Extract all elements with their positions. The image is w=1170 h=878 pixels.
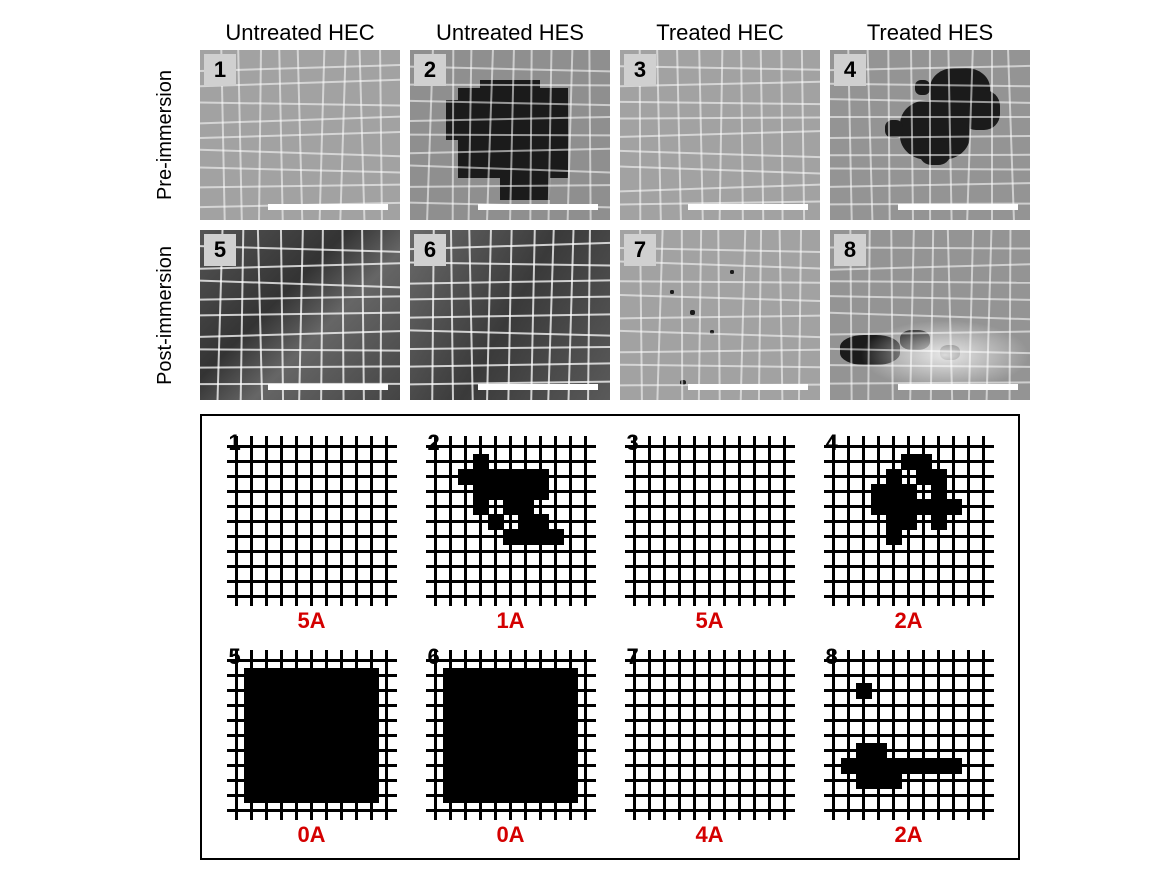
- schematic-grid-2: 2: [426, 436, 596, 606]
- panel-number-badge: 1: [204, 54, 236, 86]
- scale-bar: [688, 204, 808, 210]
- micrograph-panel-4: 4: [830, 50, 1030, 220]
- grid-number: 6: [428, 644, 440, 670]
- diagram-row-top: 1 5A 2 1A 3 5A 4 2A: [212, 436, 1008, 634]
- schematic-grid-6: 6: [426, 650, 596, 820]
- col-header-4: Treated HES: [830, 20, 1030, 46]
- micrograph-panel-1: 1: [200, 50, 400, 220]
- schematic-grid-3: 3: [625, 436, 795, 606]
- micrograph-panel-2: 2: [410, 50, 610, 220]
- row-label-post: Post-immersion: [154, 246, 177, 385]
- panel-row-pre: Pre-immersion 1 2 3 4: [140, 50, 1030, 220]
- diagram-row-bottom: 5 0A 6 0A 7 4A 8 2A: [212, 650, 1008, 848]
- grid-number: 3: [627, 430, 639, 456]
- scale-bar: [898, 384, 1018, 390]
- rating-label: 5A: [695, 608, 723, 634]
- panel-number-badge: 2: [414, 54, 446, 86]
- grid-number: 4: [826, 430, 838, 456]
- panel-number-badge: 5: [204, 234, 236, 266]
- panel-number-badge: 6: [414, 234, 446, 266]
- rating-label: 2A: [894, 822, 922, 848]
- rating-label: 0A: [297, 822, 325, 848]
- schematic-grid-5: 5: [227, 650, 397, 820]
- micrograph-panel-5: 5: [200, 230, 400, 400]
- diagram-cell: 4 2A: [824, 436, 994, 634]
- grid-number: 1: [229, 430, 241, 456]
- scale-bar: [268, 384, 388, 390]
- diagram-cell: 3 5A: [625, 436, 795, 634]
- scale-bar: [688, 384, 808, 390]
- diagram-cell: 7 4A: [625, 650, 795, 848]
- panel-number-badge: 7: [624, 234, 656, 266]
- micrograph-panel-6: 6: [410, 230, 610, 400]
- diagram-cell: 5 0A: [227, 650, 397, 848]
- panel-row-post: Post-immersion 5 6 7 8: [140, 230, 1030, 400]
- grid-number: 2: [428, 430, 440, 456]
- rating-label: 5A: [297, 608, 325, 634]
- panel-number-badge: 3: [624, 54, 656, 86]
- diagram-cell: 2 1A: [426, 436, 596, 634]
- schematic-diagram-box: 1 5A 2 1A 3 5A 4 2A: [200, 414, 1020, 860]
- diagram-cell: 1 5A: [227, 436, 397, 634]
- scale-bar: [898, 204, 1018, 210]
- schematic-grid-7: 7: [625, 650, 795, 820]
- diagram-cell: 6 0A: [426, 650, 596, 848]
- figure-root: Untreated HEC Untreated HES Treated HEC …: [140, 20, 1030, 860]
- col-header-1: Untreated HEC: [200, 20, 400, 46]
- header-spacer: [140, 20, 190, 46]
- grid-number: 8: [826, 644, 838, 670]
- scale-bar: [478, 204, 598, 210]
- rating-label: 1A: [496, 608, 524, 634]
- schematic-grid-8: 8: [824, 650, 994, 820]
- panel-number-badge: 4: [834, 54, 866, 86]
- col-header-2: Untreated HES: [410, 20, 610, 46]
- rating-label: 4A: [695, 822, 723, 848]
- schematic-grid-1: 1: [227, 436, 397, 606]
- column-headers-row: Untreated HEC Untreated HES Treated HEC …: [140, 20, 1030, 46]
- scale-bar: [478, 384, 598, 390]
- rating-label: 0A: [496, 822, 524, 848]
- grid-number: 5: [229, 644, 241, 670]
- grid-number: 7: [627, 644, 639, 670]
- row-label-pre: Pre-immersion: [154, 70, 177, 200]
- panel-number-badge: 8: [834, 234, 866, 266]
- schematic-grid-4: 4: [824, 436, 994, 606]
- scale-bar: [268, 204, 388, 210]
- micrograph-panel-7: 7: [620, 230, 820, 400]
- micrograph-panel-3: 3: [620, 50, 820, 220]
- micrograph-panel-8: 8: [830, 230, 1030, 400]
- diagram-cell: 8 2A: [824, 650, 994, 848]
- rating-label: 2A: [894, 608, 922, 634]
- col-header-3: Treated HEC: [620, 20, 820, 46]
